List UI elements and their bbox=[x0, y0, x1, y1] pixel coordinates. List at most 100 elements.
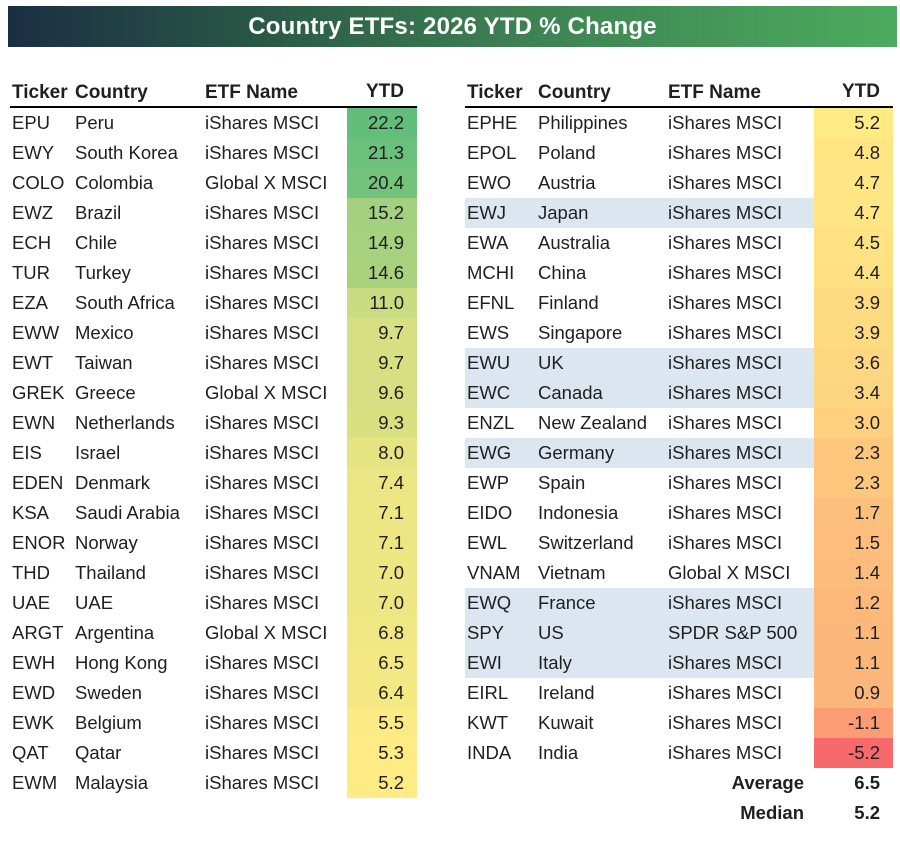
col-header-etf-name: ETF Name bbox=[668, 82, 761, 103]
etf-row-grek: GREK Greece Global X MSCI 9.6 bbox=[10, 378, 417, 408]
etf-row-thd: THD Thailand iShares MSCI 7.0 bbox=[10, 558, 417, 588]
etf-cell: iShares MSCI bbox=[668, 202, 783, 223]
etf-cell: iShares MSCI bbox=[205, 232, 320, 253]
ticker-cell: EWI bbox=[467, 652, 502, 673]
table-body-left: EPU Peru iShares MSCI 22.2 EWY South Korea iSh… bbox=[10, 108, 417, 798]
ytd-cell: 20.4 bbox=[347, 168, 417, 198]
country-cell: India bbox=[538, 742, 579, 763]
etf-row-ewa: EWA Australia iShares MSCI 4.5 bbox=[465, 228, 893, 258]
etf-cell: iShares MSCI bbox=[668, 352, 783, 373]
country-cell: Israel bbox=[75, 442, 121, 463]
etf-cell: iShares MSCI bbox=[668, 172, 783, 193]
etf-row-ewd: EWD Sweden iShares MSCI 6.4 bbox=[10, 678, 417, 708]
country-cell: Greece bbox=[75, 382, 136, 403]
ticker-cell: INDA bbox=[467, 742, 512, 763]
ticker-cell: EWC bbox=[467, 382, 511, 403]
ytd-cell: 7.1 bbox=[347, 528, 417, 558]
etf-cell: iShares MSCI bbox=[668, 502, 783, 523]
etf-row-eza: EZA South Africa iShares MSCI 11.0 bbox=[10, 288, 417, 318]
etf-cell: iShares MSCI bbox=[205, 322, 320, 343]
ticker-cell: EWH bbox=[12, 652, 56, 673]
ticker-cell: ECH bbox=[12, 232, 52, 253]
ticker-cell: EZA bbox=[12, 292, 48, 313]
country-cell: New Zealand bbox=[538, 412, 648, 433]
country-cell: UAE bbox=[75, 592, 114, 613]
ticker-cell: EWW bbox=[12, 322, 60, 343]
country-cell: Austria bbox=[538, 172, 596, 193]
col-header-ticker: Ticker bbox=[12, 82, 68, 103]
ticker-cell: VNAM bbox=[467, 562, 521, 583]
etf-row-argt: ARGT Argentina Global X MSCI 6.8 bbox=[10, 618, 417, 648]
ticker-cell: EIRL bbox=[467, 682, 509, 703]
ytd-cell: 4.8 bbox=[814, 138, 893, 168]
ytd-cell: 22.2 bbox=[347, 108, 417, 138]
ticker-cell: KSA bbox=[12, 502, 50, 523]
country-cell: South Korea bbox=[75, 142, 178, 163]
ticker-cell: EWN bbox=[12, 412, 56, 433]
etf-row-efnl: EFNL Finland iShares MSCI 3.9 bbox=[465, 288, 893, 318]
ytd-cell: 9.6 bbox=[347, 378, 417, 408]
etf-row-ewg: EWG Germany iShares MSCI 2.3 bbox=[465, 438, 893, 468]
etf-cell: iShares MSCI bbox=[668, 262, 783, 283]
etf-cell: iShares MSCI bbox=[668, 652, 783, 673]
country-cell: UK bbox=[538, 352, 564, 373]
etf-cell: iShares MSCI bbox=[205, 262, 320, 283]
etf-row-eido: EIDO Indonesia iShares MSCI 1.7 bbox=[465, 498, 893, 528]
col-header-ytd: YTD bbox=[366, 81, 404, 102]
etf-row-eden: EDEN Denmark iShares MSCI 7.4 bbox=[10, 468, 417, 498]
country-cell: US bbox=[538, 622, 564, 643]
ytd-cell: 4.7 bbox=[814, 198, 893, 228]
country-cell: Japan bbox=[538, 202, 589, 223]
etf-row-spy: SPY US SPDR S&P 500 1.1 bbox=[465, 618, 893, 648]
ticker-cell: GREK bbox=[12, 382, 65, 403]
ticker-cell: QAT bbox=[12, 742, 49, 763]
ytd-cell: 1.1 bbox=[814, 648, 893, 678]
ticker-cell: EDEN bbox=[12, 472, 64, 493]
etf-row-ewl: EWL Switzerland iShares MSCI 1.5 bbox=[465, 528, 893, 558]
country-cell: Norway bbox=[75, 532, 138, 553]
ytd-cell: 3.6 bbox=[814, 348, 893, 378]
etf-row-ewo: EWO Austria iShares MSCI 4.7 bbox=[465, 168, 893, 198]
ytd-cell: 5.2 bbox=[347, 768, 417, 798]
country-cell: Finland bbox=[538, 292, 599, 313]
summary-row-median: Median 5.2 bbox=[465, 798, 893, 828]
ticker-cell: EIDO bbox=[467, 502, 513, 523]
country-cell: Denmark bbox=[75, 472, 151, 493]
etf-cell: Global X MSCI bbox=[668, 562, 791, 583]
etf-row-colo: COLO Colombia Global X MSCI 20.4 bbox=[10, 168, 417, 198]
etf-row-eis: EIS Israel iShares MSCI 8.0 bbox=[10, 438, 417, 468]
country-cell: Mexico bbox=[75, 322, 134, 343]
etf-cell: iShares MSCI bbox=[205, 652, 320, 673]
etf-row-ewj: EWJ Japan iShares MSCI 4.7 bbox=[465, 198, 893, 228]
ytd-cell: 8.0 bbox=[347, 438, 417, 468]
col-header-ticker: Ticker bbox=[467, 82, 523, 103]
ytd-cell: 9.3 bbox=[347, 408, 417, 438]
etf-cell: iShares MSCI bbox=[205, 562, 320, 583]
country-cell: Italy bbox=[538, 652, 572, 673]
ytd-cell: -1.1 bbox=[814, 708, 893, 738]
etf-row-qat: QAT Qatar iShares MSCI 5.3 bbox=[10, 738, 417, 768]
country-cell: Philippines bbox=[538, 112, 628, 133]
etf-row-uae: UAE UAE iShares MSCI 7.0 bbox=[10, 588, 417, 618]
etf-cell: iShares MSCI bbox=[205, 112, 320, 133]
country-cell: Hong Kong bbox=[75, 652, 168, 673]
ytd-cell: 6.4 bbox=[347, 678, 417, 708]
page-title: Country ETFs: 2026 YTD % Change bbox=[248, 12, 657, 40]
etf-row-ewn: EWN Netherlands iShares MSCI 9.3 bbox=[10, 408, 417, 438]
etf-row-ewi: EWI Italy iShares MSCI 1.1 bbox=[465, 648, 893, 678]
ytd-cell: 14.9 bbox=[347, 228, 417, 258]
country-cell: Germany bbox=[538, 442, 615, 463]
etf-row-ewp: EWP Spain iShares MSCI 2.3 bbox=[465, 468, 893, 498]
etf-row-inda: INDA India iShares MSCI -5.2 bbox=[465, 738, 893, 768]
etf-row-eirl: EIRL Ireland iShares MSCI 0.9 bbox=[465, 678, 893, 708]
ytd-cell: 6.8 bbox=[347, 618, 417, 648]
country-cell: Spain bbox=[538, 472, 586, 493]
country-cell: Thailand bbox=[75, 562, 146, 583]
etf-row-epu: EPU Peru iShares MSCI 22.2 bbox=[10, 108, 417, 138]
etf-row-ewh: EWH Hong Kong iShares MSCI 6.5 bbox=[10, 648, 417, 678]
ticker-cell: EPOL bbox=[467, 142, 517, 163]
ytd-cell: 9.7 bbox=[347, 348, 417, 378]
ytd-cell: 11.0 bbox=[347, 288, 417, 318]
etf-table-left: Ticker Country ETF Name YTD EPU Peru iShar… bbox=[10, 80, 417, 798]
